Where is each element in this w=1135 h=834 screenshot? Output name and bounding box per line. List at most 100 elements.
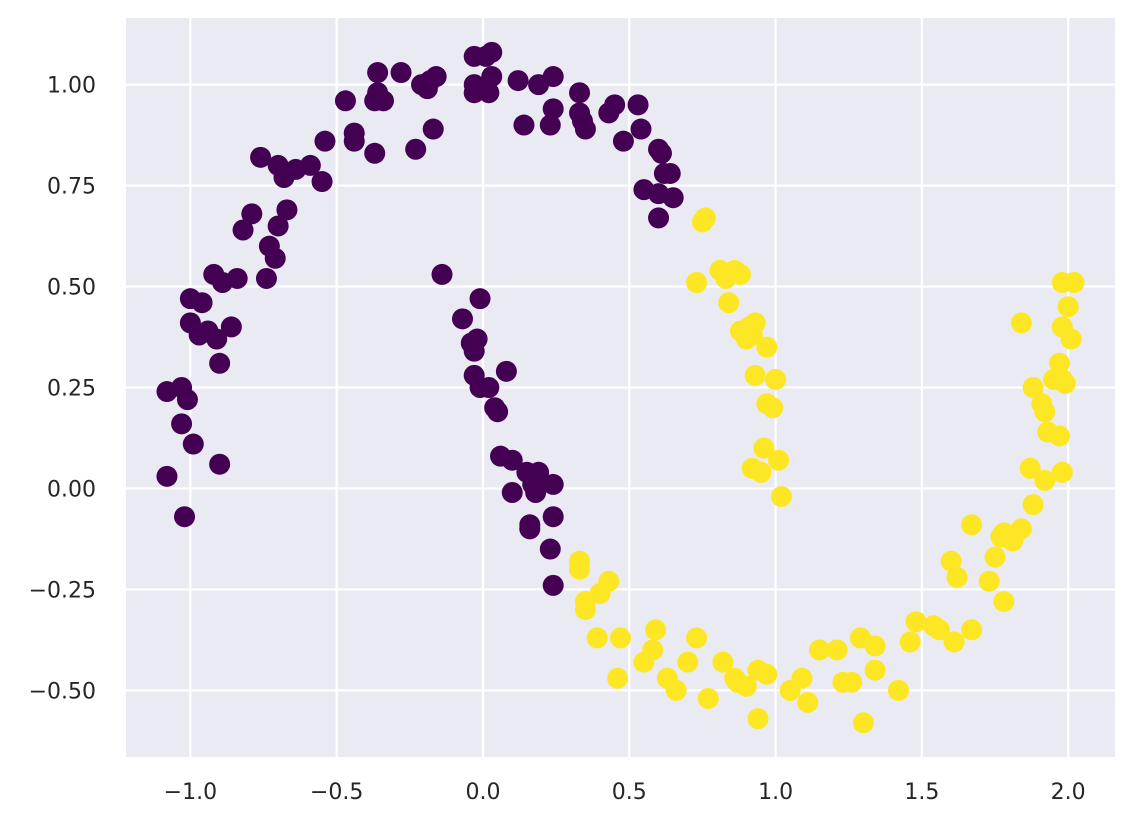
horizontal-gridlines xyxy=(126,83,1115,692)
data-point xyxy=(232,219,254,241)
data-point xyxy=(250,146,272,168)
y-tick-label: 1.00 xyxy=(47,74,96,99)
data-point xyxy=(943,631,965,653)
data-point xyxy=(1022,377,1044,398)
data-point xyxy=(390,62,412,84)
data-point xyxy=(367,62,389,84)
data-point xyxy=(750,461,772,483)
data-point xyxy=(574,118,596,140)
data-point xyxy=(627,94,649,116)
data-point xyxy=(542,473,564,495)
data-point xyxy=(209,453,231,475)
data-point xyxy=(481,41,503,63)
y-tick-label: 0.75 xyxy=(47,175,96,200)
data-point xyxy=(276,199,298,221)
data-point xyxy=(513,114,535,136)
data-point xyxy=(659,162,681,184)
data-point xyxy=(712,651,734,673)
data-point xyxy=(176,389,198,411)
data-point xyxy=(648,207,670,229)
data-point xyxy=(586,627,608,649)
data-point xyxy=(1063,272,1085,294)
data-point xyxy=(747,708,769,730)
data-point xyxy=(978,570,1000,592)
data-point xyxy=(542,574,564,596)
data-point xyxy=(826,639,848,661)
x-tick-label: 1.5 xyxy=(904,780,939,805)
data-point xyxy=(422,118,444,140)
data-point xyxy=(984,546,1006,568)
data-point xyxy=(156,465,178,487)
data-point xyxy=(697,687,719,709)
data-point xyxy=(226,267,248,289)
scatter-points xyxy=(156,41,1085,734)
data-point xyxy=(314,130,336,152)
data-point xyxy=(993,591,1015,613)
data-point xyxy=(1057,296,1079,318)
data-point xyxy=(797,691,819,713)
data-point xyxy=(478,82,500,104)
data-point xyxy=(1054,372,1076,394)
data-point xyxy=(961,619,983,641)
data-point xyxy=(539,538,561,560)
data-point xyxy=(264,247,286,269)
data-point xyxy=(299,154,321,176)
data-point xyxy=(501,481,523,503)
data-point xyxy=(478,377,500,398)
data-point xyxy=(171,413,193,435)
data-point xyxy=(686,627,708,649)
data-point xyxy=(241,203,263,225)
data-point xyxy=(1022,494,1044,516)
data-point xyxy=(756,336,778,358)
data-point xyxy=(756,663,778,685)
data-point xyxy=(864,659,886,681)
data-point xyxy=(405,138,427,160)
y-axis-tick-labels: −0.50 −0.25 0.00 0.25 0.50 0.75 1.00 xyxy=(29,74,96,705)
data-point xyxy=(612,130,634,152)
data-point xyxy=(650,142,672,164)
data-point xyxy=(1060,328,1082,350)
data-point xyxy=(610,627,631,649)
data-point xyxy=(1010,518,1032,540)
data-point xyxy=(569,82,591,104)
data-point xyxy=(525,481,547,503)
data-point xyxy=(481,66,503,88)
data-point xyxy=(519,518,541,540)
data-point xyxy=(905,611,927,633)
y-tick-label: −0.50 xyxy=(29,679,96,704)
x-tick-label: 0.5 xyxy=(612,780,647,805)
data-point xyxy=(542,66,564,88)
y-tick-label: 0.25 xyxy=(47,377,96,402)
data-point xyxy=(1048,425,1070,447)
data-point xyxy=(191,292,213,314)
data-point xyxy=(469,288,491,310)
data-point xyxy=(539,114,561,136)
data-point xyxy=(598,570,620,592)
data-point xyxy=(466,328,488,350)
x-tick-label: −1.0 xyxy=(164,780,217,805)
data-point xyxy=(791,667,813,689)
data-point xyxy=(255,267,277,289)
data-point xyxy=(1010,312,1032,334)
y-tick-label: 0.00 xyxy=(47,477,96,502)
data-point xyxy=(662,187,684,209)
data-point xyxy=(182,433,204,455)
data-point xyxy=(677,651,699,673)
data-point xyxy=(1051,461,1073,483)
data-point xyxy=(607,667,629,689)
data-point xyxy=(334,90,356,112)
x-tick-label: −0.5 xyxy=(310,780,363,805)
data-point xyxy=(808,639,830,661)
y-tick-label: −0.25 xyxy=(29,578,96,603)
data-point xyxy=(642,639,664,661)
data-point xyxy=(729,263,751,285)
data-point xyxy=(630,118,652,140)
data-point xyxy=(311,171,333,193)
data-point xyxy=(765,368,787,390)
data-point xyxy=(220,316,242,338)
x-axis-tick-labels: −1.0 −0.5 0.0 0.5 1.0 1.5 2.0 xyxy=(164,780,1086,805)
data-point xyxy=(899,631,921,653)
x-tick-label: 2.0 xyxy=(1051,780,1086,805)
data-point xyxy=(174,506,196,528)
x-tick-label: 1.0 xyxy=(758,780,793,805)
